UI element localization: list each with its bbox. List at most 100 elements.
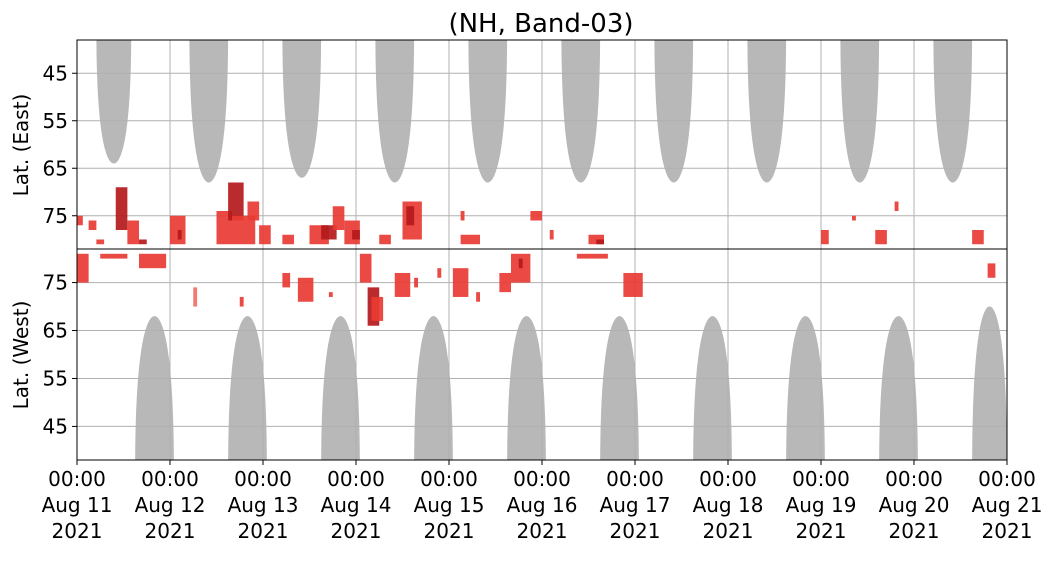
daylight-region-west-8: [879, 316, 918, 460]
x-tick-label-time-0: 00:00: [48, 467, 106, 491]
daylight-region-east-6: [654, 40, 694, 183]
daylight-region-east-2: [282, 40, 322, 178]
event-cell-east-28: [852, 215, 856, 221]
event-cell-east-9: [228, 182, 244, 221]
y-tick-layer: 45 55 65 75 75 65 55 45: [43, 61, 77, 438]
x-tick-label-year-10: 2021: [982, 519, 1033, 543]
daylight-region-east-1: [189, 40, 229, 183]
x-tick-label-date-0: Aug 11: [42, 493, 113, 517]
x-tick-label-year-1: 2021: [145, 519, 196, 543]
y-tick-label-west-3: 45: [43, 414, 68, 438]
event-cell-east-21: [406, 206, 415, 226]
daylight-region-west-5: [600, 316, 639, 460]
event-cell-east-16: [332, 206, 345, 230]
x-tick-label-date-10: Aug 21: [972, 493, 1043, 517]
daylight-region-east-3: [375, 40, 415, 183]
daylight-region-east-5: [561, 40, 601, 183]
x-tick-label-time-3: 00:00: [327, 467, 385, 491]
y-tick-label-east-1: 55: [43, 109, 68, 133]
y-axis-label-east: Lat. (East): [9, 94, 33, 197]
event-cell-west-11: [394, 272, 411, 297]
x-tick-label-time-10: 00:00: [978, 467, 1036, 491]
x-tick-label-time-9: 00:00: [885, 467, 943, 491]
event-cell-west-4: [239, 296, 244, 307]
y-axis-label-west: Lat. (West): [9, 301, 33, 410]
event-cell-east-4: [127, 220, 139, 245]
x-tick-label-date-5: Aug 16: [507, 493, 578, 517]
event-cell-west-6: [297, 277, 314, 302]
event-cell-east-30: [875, 230, 887, 245]
event-cell-east-24: [530, 211, 542, 221]
x-tick-label-year-9: 2021: [889, 519, 940, 543]
daylight-region-east-4: [468, 40, 508, 183]
event-cell-east-0: [77, 215, 83, 226]
x-tick-label-year-8: 2021: [796, 519, 847, 543]
y-tick-label-east-0: 45: [43, 61, 68, 85]
x-tick-label-year-6: 2021: [610, 519, 661, 543]
x-tick-label-date-4: Aug 15: [414, 493, 485, 517]
event-cell-east-27: [596, 239, 604, 245]
daylight-region-east-0: [96, 40, 132, 164]
event-cell-east-32: [972, 230, 984, 245]
event-cell-east-2: [96, 239, 105, 245]
event-cell-east-25: [549, 230, 554, 240]
event-cell-east-31: [894, 201, 899, 211]
x-tick-label-date-2: Aug 13: [228, 493, 299, 517]
event-cell-east-7: [177, 230, 182, 240]
x-tick-label-time-6: 00:00: [606, 467, 664, 491]
event-cell-west-21: [987, 263, 996, 278]
x-tick-label-year-2: 2021: [238, 519, 289, 543]
x-tick-label-time-2: 00:00: [234, 467, 292, 491]
x-tick-label-date-1: Aug 12: [135, 493, 206, 517]
event-cell-west-7: [328, 292, 333, 297]
y-tick-label-east-3: 75: [43, 204, 68, 228]
x-tick-label-time-5: 00:00: [513, 467, 571, 491]
x-tick-label-year-7: 2021: [703, 519, 754, 543]
event-cell-west-10: [371, 296, 384, 321]
x-tick-label-date-7: Aug 18: [693, 493, 764, 517]
event-cell-west-20: [623, 272, 643, 297]
x-tick-label-year-4: 2021: [424, 519, 475, 543]
y-tick-label-west-0: 75: [43, 271, 68, 295]
event-cell-east-10: [232, 215, 256, 245]
daylight-top-group: [96, 40, 973, 183]
x-tick-label-date-9: Aug 20: [879, 493, 950, 517]
daylight-region-west-0: [135, 316, 174, 460]
daylight-region-east-7: [747, 40, 787, 183]
event-cell-west-0: [77, 253, 89, 283]
event-cell-west-18: [518, 258, 523, 269]
event-cell-west-5: [282, 272, 291, 288]
event-cell-west-19: [576, 253, 608, 259]
daylight-region-west-7: [786, 316, 825, 460]
event-cell-west-1: [100, 253, 128, 259]
event-cell-east-13: [282, 234, 294, 245]
event-cell-east-29: [821, 230, 829, 245]
event-cell-west-14: [452, 268, 469, 297]
x-tick-label-year-3: 2021: [331, 519, 382, 543]
event-cell-west-15: [476, 292, 480, 302]
event-cell-west-8: [359, 253, 372, 283]
x-tick-label-date-8: Aug 19: [786, 493, 857, 517]
event-cell-west-3: [193, 287, 198, 307]
event-cell-east-18: [352, 230, 360, 240]
daylight-region-west-6: [693, 316, 732, 460]
event-cell-east-1: [88, 220, 97, 230]
daylight-layer: [96, 40, 1007, 460]
event-cell-east-22: [460, 234, 480, 245]
event-cell-east-12: [259, 225, 271, 245]
y-tick-label-east-2: 65: [43, 156, 68, 180]
event-layer: [77, 182, 996, 326]
daylight-bottom-group: [135, 306, 1007, 460]
y-tick-label-west-1: 65: [43, 319, 68, 343]
chart-title: (NH, Band-03): [448, 9, 633, 39]
event-cell-east-23: [460, 211, 465, 221]
x-tick-label-date-6: Aug 17: [600, 493, 671, 517]
y-tick-label-west-2: 55: [43, 366, 68, 390]
daylight-region-west-3: [414, 316, 453, 460]
daylight-region-west-4: [507, 316, 546, 460]
daylight-region-east-8: [840, 40, 880, 183]
event-cell-east-19: [379, 234, 391, 245]
x-tick-label-time-1: 00:00: [141, 467, 199, 491]
